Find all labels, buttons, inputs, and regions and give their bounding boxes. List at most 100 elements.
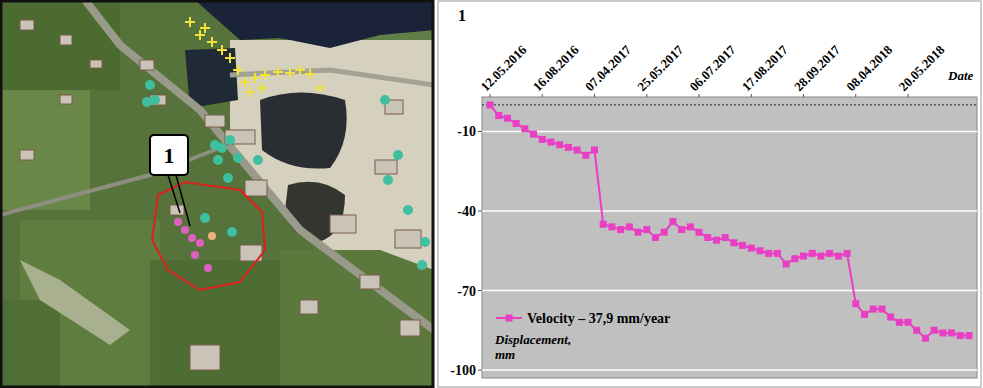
data-point [756,247,763,254]
data-point [791,255,798,262]
x-tick [594,94,595,97]
data-point [635,229,642,236]
data-point [948,329,955,336]
data-point [678,226,685,233]
x-tick [490,94,491,97]
map-marker-teal [417,260,427,270]
data-point [939,329,946,336]
label-box [150,135,188,175]
series-group [487,101,973,341]
data-point [844,250,851,257]
map-marker-teal [233,153,243,163]
map-label: 1 [164,143,175,168]
x-tick [803,94,804,97]
data-point [669,218,676,225]
map-beach [230,40,432,270]
y-tick-label: -100 [450,363,476,378]
y-axis-label-line: Displacement, [494,332,571,347]
map-building [245,180,267,196]
data-point [870,306,877,313]
map-marker-teal [223,173,233,183]
map-marker-teal [420,237,430,247]
map-marker-cross [250,73,260,83]
zero-line [482,104,977,105]
data-point [530,131,537,138]
x-tick [699,94,700,97]
data-point [966,332,973,339]
map-marker-teal [213,155,223,165]
map-marker-cross [257,83,267,93]
y-tick-label: -70 [457,284,476,299]
data-point [574,147,581,154]
map-field [150,260,280,386]
x-tick-label: 25.05.2017 [634,42,686,94]
data-point [687,223,694,230]
data-point [495,112,502,119]
data-point [565,144,572,151]
x-tick-label: 07.04.2017 [582,42,634,94]
x-tick [646,94,647,97]
map-building [190,345,220,370]
y-tick-label: -10 [457,124,476,139]
x-tick [855,94,856,97]
x-tick-label: 12.05.2016 [478,42,530,94]
map-marker-teal [200,213,210,223]
y-tick [478,370,482,371]
map-building [360,275,380,289]
data-point [617,226,624,233]
map-marker-pink [174,218,182,226]
grid-line [482,290,977,292]
map-marker-teal [142,97,152,107]
data-point [608,223,615,230]
map-building [170,205,184,215]
map-marker-teal [225,135,235,145]
data-point [748,245,755,252]
map-marker-cross [200,23,210,33]
data-point [878,306,885,313]
map-marker-cross [285,68,295,78]
x-tick-label: 17.08.2017 [739,42,791,94]
map-marker-teal [403,205,413,215]
map-marker-cross [195,30,205,40]
map-building [20,20,34,30]
data-point [661,229,668,236]
map-pond [185,48,238,108]
map-marker-pink [196,239,204,247]
map-marker-cross [185,17,195,27]
data-point [626,223,633,230]
data-point [896,319,903,326]
data-point [696,229,703,236]
map-road [2,140,240,215]
x-tick-label: 28.09.2017 [791,42,843,94]
chart-panel: -10-40-70-100112.05.201616.08.201607.04.… [438,1,981,387]
map-marker-teal [380,95,390,105]
landslide-outline [152,182,265,290]
data-point [852,300,859,307]
data-point [887,314,894,321]
map-building [205,115,225,127]
map-marker-cross [225,53,235,63]
grid-line [482,131,977,133]
grid-line [482,210,977,212]
map-marker-orange [208,232,216,240]
y-tick [478,290,482,291]
x-tick [908,94,909,97]
map-building [150,95,166,105]
map-building [375,160,397,174]
data-point [922,335,929,342]
data-point [539,136,546,143]
data-point [591,147,598,154]
map-panel: 1 [0,0,434,388]
map-pond [260,93,347,169]
figure: 1-10-40-70-100112.05.201616.08.201607.04… [0,0,983,388]
map-marker-cross [245,87,255,97]
map-road [230,70,432,85]
map-building [300,300,318,314]
data-point [826,250,833,257]
chart-title: 1 [458,7,466,24]
x-tick [751,94,752,97]
data-point [905,319,912,326]
data-point [722,234,729,241]
data-point [713,237,720,244]
label-leader [168,175,190,226]
